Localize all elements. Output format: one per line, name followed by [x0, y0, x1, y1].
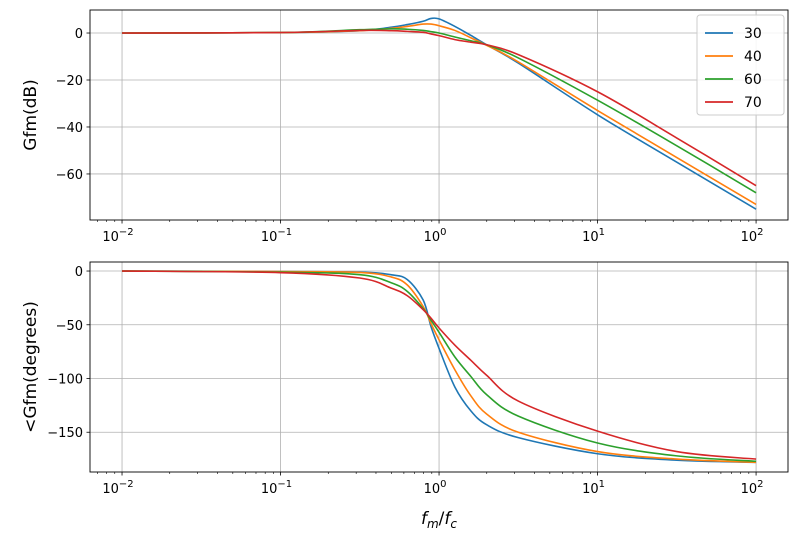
x-tick-label: 101: [582, 479, 605, 497]
legend-label: 30: [744, 26, 762, 42]
y-tick-label: −40: [56, 121, 83, 136]
series-line-40: [122, 270, 757, 464]
legend: 30 40 60 70: [696, 14, 785, 116]
y-tick-label: −60: [56, 168, 83, 183]
x-tick-label: 102: [741, 479, 764, 497]
x-tick-label: 10−1: [261, 227, 292, 245]
x-tick-label: 102: [741, 227, 764, 245]
magnitude-axes: 10−2 10−1 100 101 102 0 −20 −40 −60 30 40 60 70: [56, 9, 789, 245]
series-line-70: [122, 270, 757, 460]
magnitude-ylabel: Gfm(dB): [21, 79, 41, 150]
series-line-70: [122, 29, 757, 187]
y-tick-label: −20: [56, 74, 83, 89]
x-tick-label: 10−2: [102, 479, 133, 497]
y-tick-label: 0: [75, 27, 83, 42]
axes-frame: [89, 9, 789, 221]
y-tick-label: −150: [47, 426, 83, 441]
y-tick-label: −50: [56, 319, 83, 334]
x-tick-label: 10−1: [261, 479, 292, 497]
x-tick-label: 100: [424, 227, 447, 245]
legend-label: 40: [744, 49, 762, 65]
axes-frame: [89, 261, 789, 473]
legend-label: 70: [744, 95, 762, 111]
phase-axes: 10−2 10−1 100 101 102 0 −50 −100 −150: [47, 261, 789, 497]
series-line-60: [122, 270, 757, 463]
legend-box: [696, 14, 785, 116]
y-tick-label: −100: [47, 372, 83, 387]
x-tick-label: 101: [582, 227, 605, 245]
phase-xlabel: fm/fc: [421, 509, 457, 531]
x-tick-label: 100: [424, 479, 447, 497]
legend-label: 60: [744, 72, 762, 88]
phase-ylabel: <Gfm(degrees): [21, 301, 41, 433]
y-tick-label: 0: [75, 265, 83, 280]
x-tick-label: 10−2: [102, 227, 133, 245]
